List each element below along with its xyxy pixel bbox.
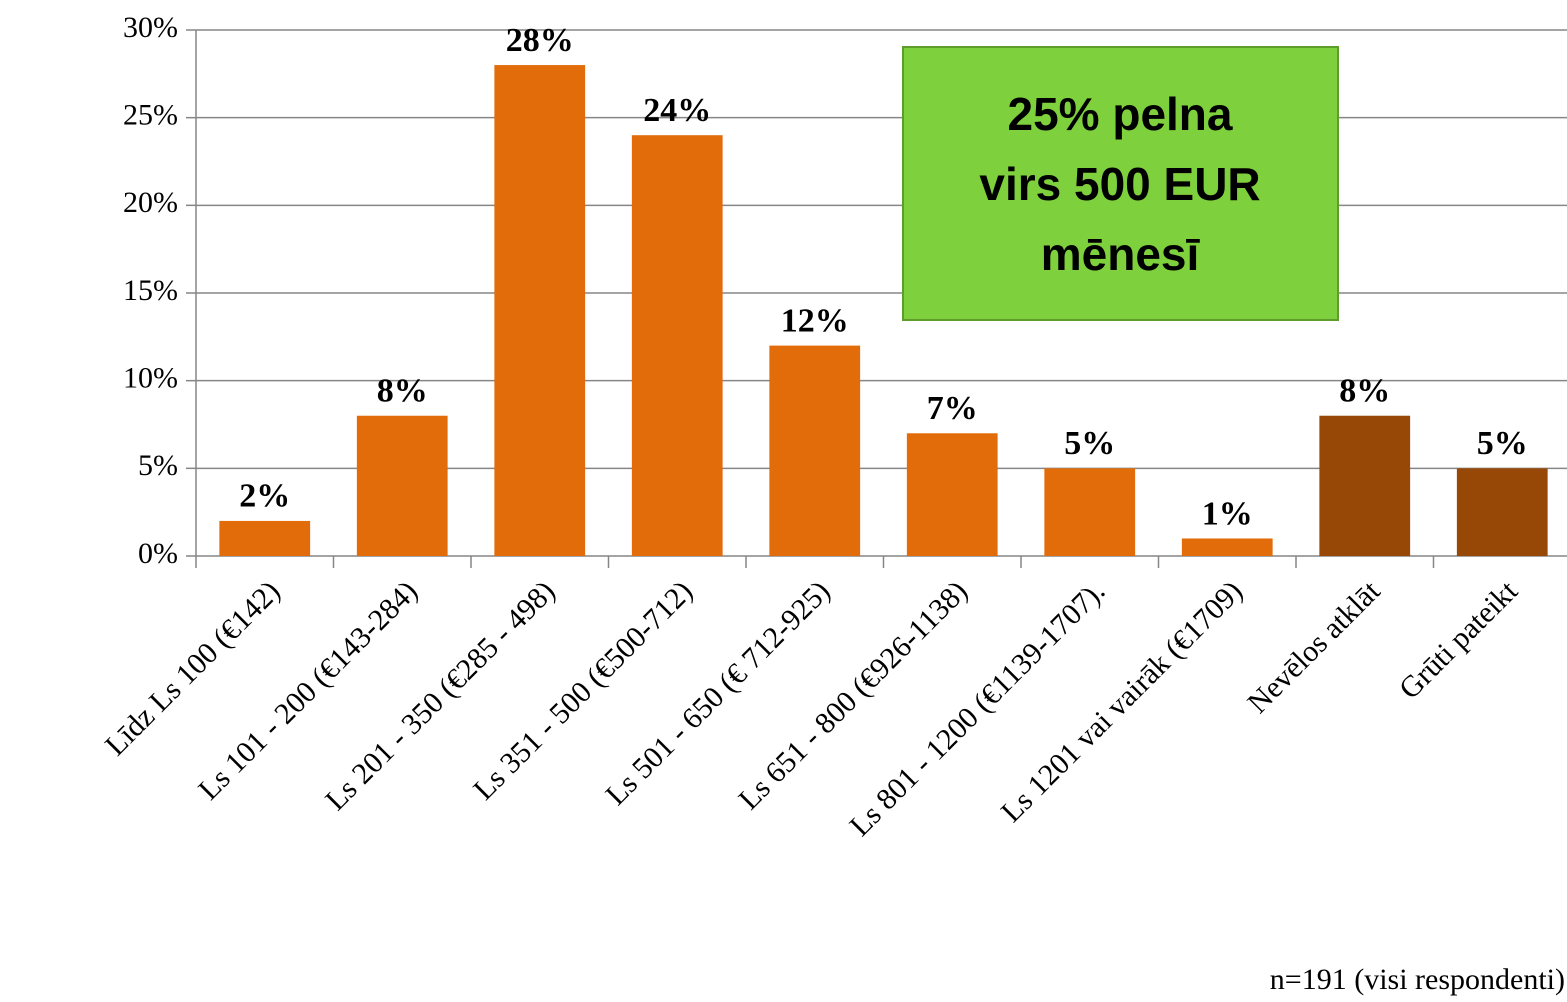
value-label: 7%	[927, 390, 978, 427]
bar	[494, 65, 586, 557]
footnote: n=191 (visi respondenti)	[1270, 963, 1565, 996]
bar	[906, 433, 998, 556]
y-tick-label: 15%	[123, 274, 178, 307]
x-tick-label: Ls 651 - 800 (€926-1138)	[732, 574, 974, 816]
value-label: 12%	[781, 302, 849, 339]
x-tick-label: Grūti pateikt	[1393, 574, 1525, 706]
annotation-text: 25% pelna	[1008, 88, 1233, 140]
x-tick-label: Ls 101 - 200 (€143-284)	[192, 574, 424, 806]
annotation-text: mēnesī	[1041, 228, 1201, 280]
annotation-text: virs 500 EUR	[979, 158, 1260, 210]
y-tick-label: 25%	[123, 99, 178, 132]
bar	[219, 520, 311, 556]
x-tick-label: Ls 201 - 350 (€285 - 498)	[319, 574, 562, 817]
x-tick-label: Nevēlos atklāt	[1241, 574, 1387, 720]
bar	[1319, 415, 1411, 556]
value-label: 8%	[377, 373, 428, 410]
value-label: 28%	[506, 22, 574, 59]
y-tick-label: 30%	[123, 11, 178, 44]
value-label: 24%	[643, 92, 711, 129]
y-tick-label: 20%	[123, 186, 178, 219]
bar	[769, 345, 861, 556]
value-label: 5%	[1477, 425, 1528, 462]
value-label: 5%	[1064, 425, 1115, 462]
x-tick-label: Ls 801 - 1200 (€1139-1707).	[843, 574, 1111, 842]
x-tick-label: Ls 1201 vai vairāk (€1709)	[995, 574, 1249, 828]
y-tick-label: 5%	[138, 449, 178, 482]
value-label: 8%	[1339, 373, 1390, 410]
annotation-box	[902, 46, 1339, 321]
bar	[1044, 468, 1136, 556]
x-tick-label: Ls 351 - 500 (€500-712)	[467, 574, 699, 806]
x-tick-label: Ls 501 - 650 (€ 712-925)	[599, 574, 836, 811]
y-tick-label: 0%	[138, 537, 178, 570]
value-label: 1%	[1202, 495, 1253, 532]
value-label: 2%	[239, 478, 290, 515]
bar	[1181, 538, 1273, 556]
bar	[1456, 468, 1548, 556]
y-tick-label: 10%	[123, 362, 178, 395]
bar	[631, 135, 723, 556]
bar	[356, 415, 448, 556]
